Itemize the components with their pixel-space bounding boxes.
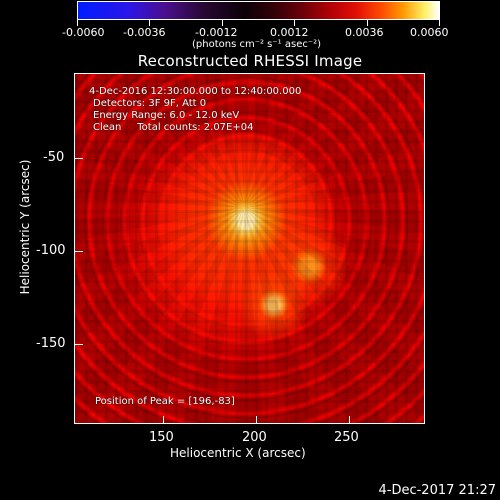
rhessi-image-grid-noise: [75, 74, 424, 423]
detectors-text: Detectors: 3F 9F, Att 0: [93, 98, 207, 109]
x-tick-label-200: 200: [242, 430, 267, 445]
colorbar-gradient: [77, 1, 440, 20]
x-tick-label-250: 250: [334, 430, 359, 445]
rhessi-image-background: [75, 74, 424, 423]
x-axis-tick-150: [163, 416, 164, 423]
y-axis-tick--150: [75, 344, 83, 345]
y-tick-label--150: -150: [36, 336, 66, 351]
plot-title: Reconstructed RHESSI Image: [137, 52, 363, 70]
x-axis-tick-250: [349, 416, 350, 423]
x-tick-label-150: 150: [149, 430, 174, 445]
colorbar-units: (photons cm⁻² s⁻¹ asec⁻²): [192, 39, 322, 50]
colorbar-tick-6: [439, 20, 440, 26]
image-frame: 4-Dec-2016 12:30:00.000 to 12:40:00.000 …: [74, 73, 425, 424]
colorbar-label-5: 0.0036: [345, 26, 384, 39]
y-axis-title: Heliocentric Y (arcsec): [18, 159, 32, 295]
colorbar-label-4: 0.0012: [270, 26, 309, 39]
colorbar-tick-3: [222, 20, 223, 26]
colorbar-label-2: -0.0036: [123, 26, 166, 39]
peak-position-text: Position of Peak = [196,-83]: [95, 396, 235, 407]
y-axis-tick--50: [75, 158, 83, 159]
colorbar-tick-4: [294, 20, 295, 26]
y-tick-label--50: -50: [43, 150, 65, 165]
colorbar-label-1: -0.0060: [62, 26, 105, 39]
y-tick-label--100: -100: [36, 243, 66, 258]
time-range-text: 4-Dec-2016 12:30:00.000 to 12:40:00.000: [89, 86, 302, 97]
colorbar-tick-2: [149, 20, 150, 26]
y-axis-tick--100: [75, 251, 83, 252]
colorbar-tick-5: [367, 20, 368, 26]
x-axis-title: Heliocentric X (arcsec): [170, 446, 306, 460]
counts-text: Clean Total counts: 2.07E+04: [93, 122, 254, 133]
rhessi-image-ripples: [75, 74, 424, 423]
colorbar-tick-1: [77, 20, 78, 26]
generated-timestamp: 4-Dec-2017 21:27: [378, 483, 497, 498]
colorbar-label-6: 0.0060: [410, 26, 449, 39]
colorbar-label-3: -0.0012: [195, 26, 238, 39]
x-axis-tick-200: [256, 416, 257, 423]
energy-range-text: Energy Range: 6.0 - 12.0 keV: [93, 110, 240, 121]
